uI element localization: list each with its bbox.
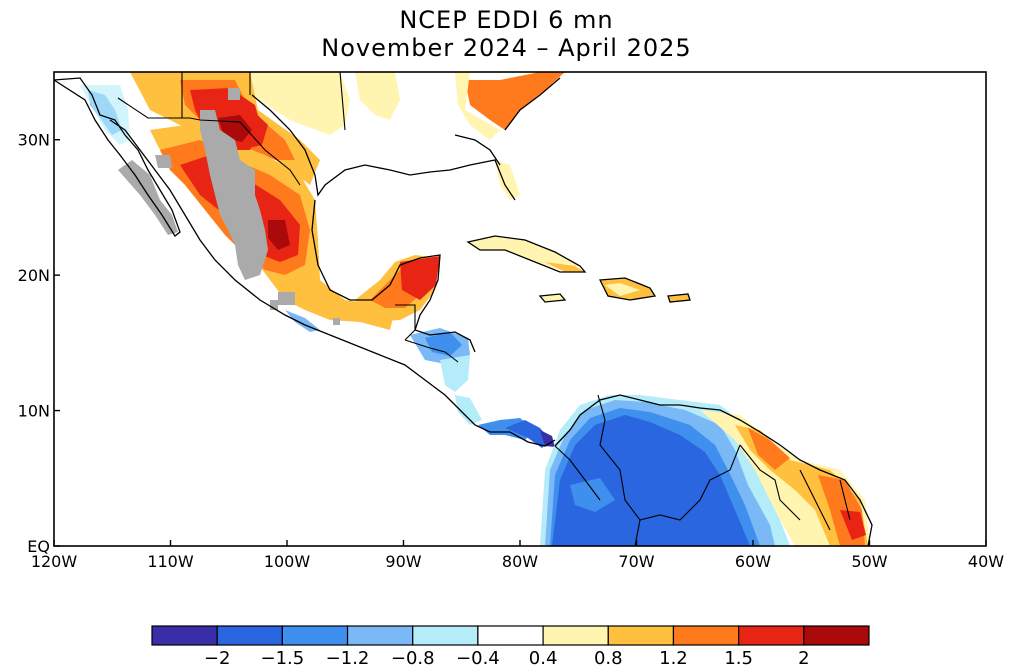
colorbar-label: −0.8 [391, 648, 435, 669]
border-layer [117, 72, 851, 546]
colorbar-swatch [803, 625, 870, 646]
region-honduras-deep [425, 332, 462, 356]
colorbar-label: −0.4 [456, 648, 500, 669]
region-florida [495, 160, 520, 200]
y-tick-label: 20N [18, 266, 50, 285]
region-costarica-light [455, 395, 482, 425]
colorbar-swatch [412, 625, 479, 646]
region-missing-north [228, 88, 240, 100]
x-axis: 120W 110W 100W 90W 80W 70W 60W 50W 40W [31, 540, 1004, 571]
region-cuba-east [545, 262, 585, 272]
x-tick-label: 120W [31, 552, 78, 571]
colorbar-swatch [672, 625, 740, 646]
colorbar-swatch [281, 625, 349, 646]
colorbar-swatch [738, 625, 805, 646]
region-southeast-us [465, 72, 565, 130]
x-tick-label: 50W [851, 552, 887, 571]
coastline-layer [54, 77, 873, 546]
x-tick-label: 80W [502, 552, 538, 571]
region-amapa-red [840, 510, 866, 540]
region-alabama-yellow [355, 72, 400, 120]
region-missing-sierra [200, 110, 268, 280]
region-missing-south [270, 292, 340, 325]
region-mexico-darkred [268, 220, 290, 250]
y-tick-label: 10N [18, 402, 50, 421]
region-nicaragua-light [440, 355, 470, 392]
region-cuba [468, 236, 580, 270]
colorbar-label: −1.2 [326, 648, 370, 669]
map-title: NCEP EDDI 6 mn [399, 6, 614, 34]
region-panama-dark [505, 420, 550, 448]
region-hispaniola-yellow [605, 283, 640, 296]
region-yucatan-red [400, 256, 440, 300]
colorbar-swatch [477, 625, 544, 646]
x-tick-label: 100W [264, 552, 311, 571]
colorbar-swatch [542, 625, 609, 646]
map-fill-layer [54, 72, 873, 546]
colorbar-label: 2 [798, 648, 809, 669]
colorbar-swatch [607, 625, 675, 646]
colorbar-label: −1.5 [261, 648, 305, 669]
x-tick-label: 60W [735, 552, 771, 571]
colorbar-label: 0.8 [594, 648, 623, 669]
y-axis: EQ 10N 20N 30N [18, 131, 60, 556]
colorbar-swatch [151, 625, 218, 646]
region-sonora-missing [155, 155, 172, 168]
colorbar-label: 0.4 [529, 648, 558, 669]
region-southern-plains [150, 72, 350, 135]
y-tick-label: 30N [18, 131, 50, 150]
region-georgia-yellow [455, 72, 500, 140]
region-baja-lightblue [80, 85, 130, 145]
x-tick-label: 110W [147, 552, 194, 571]
region-guerrero-blue [285, 310, 320, 332]
colorbar-swatch [346, 625, 414, 646]
map-subtitle: November 2024 – April 2025 [321, 34, 692, 62]
colorbar: −2 −1.5 −1.2 −0.8 −0.4 0.4 0.8 1.2 1.5 2 [151, 625, 870, 669]
region-sa-blue-patch [570, 478, 615, 512]
y-tick-label: EQ [27, 537, 50, 556]
x-tick-label: 40W [968, 552, 1004, 571]
x-tick-label: 70W [618, 552, 654, 571]
colorbar-label: 1.5 [724, 648, 753, 669]
region-guianas-deep [748, 428, 865, 546]
colorbar-label: −2 [204, 648, 231, 669]
colorbar-swatch [216, 625, 283, 646]
colorbar-label: 1.2 [659, 648, 688, 669]
x-tick-label: 90W [385, 552, 421, 571]
